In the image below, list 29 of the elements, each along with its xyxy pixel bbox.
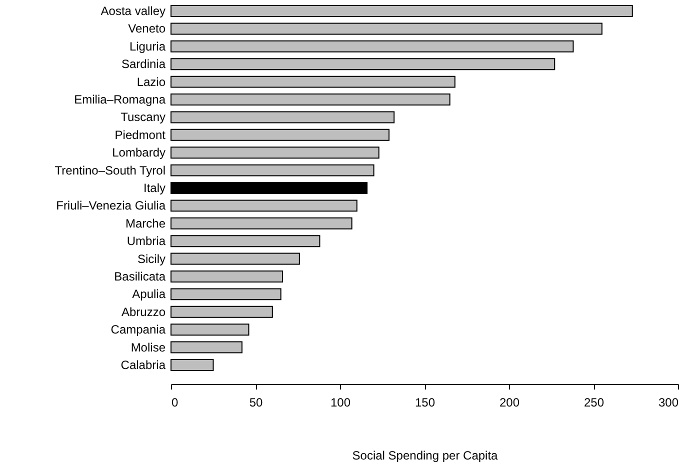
y-tick-label: Marche <box>125 216 166 230</box>
y-tick-label: Campania <box>110 322 166 337</box>
x-tick-label: 50 <box>249 396 263 410</box>
x-tick-label: 150 <box>414 396 436 410</box>
x-tick-label: 250 <box>584 396 604 410</box>
y-tick-label: Apulia <box>132 287 166 302</box>
y-tick-label: Tuscany <box>120 110 166 124</box>
y-tick-label: Italy <box>143 181 166 195</box>
y-tick-label: Sicily <box>137 252 166 266</box>
x-tick-label: 300 <box>658 396 679 410</box>
y-tick-label: Basilicata <box>114 269 166 284</box>
x-tick-label: 200 <box>499 396 520 410</box>
x-axis-title: Social Spending per Capita <box>352 448 498 462</box>
x-tick-label: 0 <box>172 396 178 410</box>
y-tick-label: Umbria <box>126 234 166 248</box>
y-tick-label: Abruzzo <box>121 304 166 319</box>
y-tick-label: Veneto <box>128 22 166 36</box>
y-tick-label: Lombardy <box>112 146 166 160</box>
y-tick-label: Friuli–Venezia Giulia <box>56 198 166 213</box>
y-tick-label: Trentino–South Tyrol <box>54 163 166 178</box>
y-tick-label: Molise <box>130 340 166 354</box>
y-tick-label: Emilia–Romagna <box>74 92 166 107</box>
y-tick-label: Aosta valley <box>100 4 166 18</box>
y-tick-label: Calabria <box>120 358 166 372</box>
y-tick-label: Sardinia <box>121 57 166 72</box>
y-tick-label: Liguria <box>129 39 166 54</box>
y-tick-label: Lazio <box>136 74 166 89</box>
y-tick-label: Piedmont <box>114 128 166 142</box>
x-tick-label: 100 <box>330 396 351 410</box>
